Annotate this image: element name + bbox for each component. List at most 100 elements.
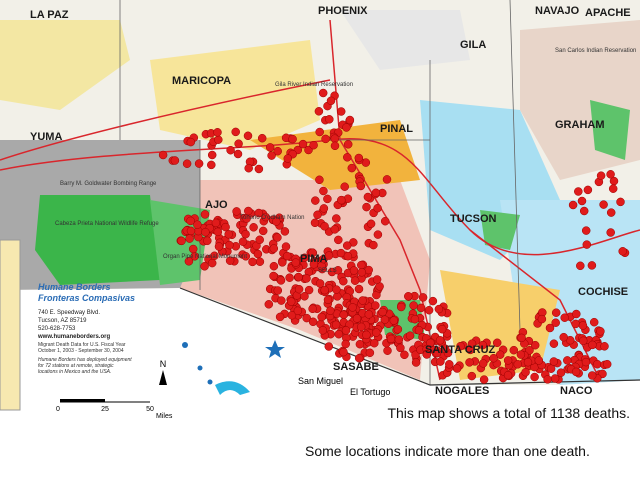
death-marker [332,214,341,223]
death-marker [525,346,534,355]
death-marker [258,226,268,236]
place-label: SASABE [333,361,379,373]
death-marker [503,356,513,365]
death-marker [243,131,253,141]
place-label: AJO [205,199,228,211]
place-label: SANTA CRUZ [425,344,496,356]
death-marker [214,135,223,144]
death-marker [201,227,210,237]
death-marker [551,318,560,327]
death-marker [354,153,364,163]
death-marker [545,323,555,333]
death-marker [581,226,591,235]
death-marker [365,348,375,358]
death-marker [362,202,371,212]
death-marker [323,194,332,204]
death-marker [465,358,474,367]
death-marker [339,347,348,357]
north-arrow: N [160,359,167,369]
legend-text: 520-628-7753 [38,326,76,332]
death-marker [370,338,379,348]
death-marker [362,330,371,340]
legend-block: Humane Borders Fronteras Compasivas 740 … [37,282,135,375]
death-marker [269,261,279,271]
death-marker [492,338,502,348]
death-marker [334,235,343,245]
place-label: San Carlos Indian Reservation [555,48,636,54]
death-marker [352,314,362,323]
death-marker [602,359,612,369]
death-marker [249,223,258,232]
death-marker [380,315,390,324]
death-marker [559,332,568,342]
death-marker [495,350,505,359]
death-marker [298,139,308,149]
death-marker [416,303,426,313]
death-marker [549,339,559,348]
death-marker [313,210,322,220]
place-label: PHOENIX [318,5,368,17]
death-marker [273,233,282,242]
death-marker [479,375,489,384]
death-marker [478,340,488,350]
death-marker [342,241,352,250]
death-marker [244,163,253,173]
death-marker [434,304,444,314]
death-marker [287,311,297,320]
death-marker [343,251,353,261]
scale-label: Miles [156,413,173,420]
death-marker [273,286,283,295]
death-marker [523,357,533,367]
death-marker [371,301,380,310]
scale-label: 50 [146,406,154,413]
death-marker [310,218,320,228]
death-marker [255,235,264,245]
death-marker [273,146,282,156]
death-marker [309,140,318,150]
death-marker [267,151,276,160]
death-marker [324,251,334,260]
caption: This map shows a total of 1138 deaths. [387,405,630,421]
place-label: Cabeza Prieta National Wildlife Refuge [55,221,159,227]
death-marker [578,336,588,346]
death-marker [349,266,359,275]
death-marker [478,359,488,368]
death-marker [342,123,351,132]
death-marker [382,175,392,184]
death-marker [341,326,351,335]
death-marker [320,285,329,295]
death-marker [334,329,344,339]
place-label: LA PAZ [30,9,69,21]
death-marker [396,302,406,312]
death-marker [315,175,324,185]
place-label: Organ Pipe National Monument [163,254,247,260]
death-marker [281,242,291,251]
scale-label: 0 [56,406,60,413]
death-marker [606,170,615,179]
death-marker [269,271,278,281]
legend-text: 740 E. Speedway Blvd. [38,310,100,316]
death-marker [257,133,267,143]
death-marker [193,220,202,229]
death-marker [394,335,404,344]
death-marker [232,207,241,216]
death-marker [616,197,625,207]
death-marker [200,262,209,271]
decor [182,340,285,395]
death-marker [537,314,547,324]
death-marker [608,184,618,193]
place-label: PINAL [380,123,413,135]
death-marker [424,305,434,315]
death-marker [551,308,561,317]
death-marker [549,357,559,366]
death-marker [435,336,445,345]
place-label: TUCSON [450,213,497,225]
death-marker [467,339,477,348]
death-marker [372,328,381,337]
place-label: APACHE [585,7,631,19]
death-marker [503,370,513,380]
death-marker [224,230,233,239]
place-label: SELLS [318,268,337,274]
death-marker [337,195,346,205]
death-marker [320,222,329,231]
